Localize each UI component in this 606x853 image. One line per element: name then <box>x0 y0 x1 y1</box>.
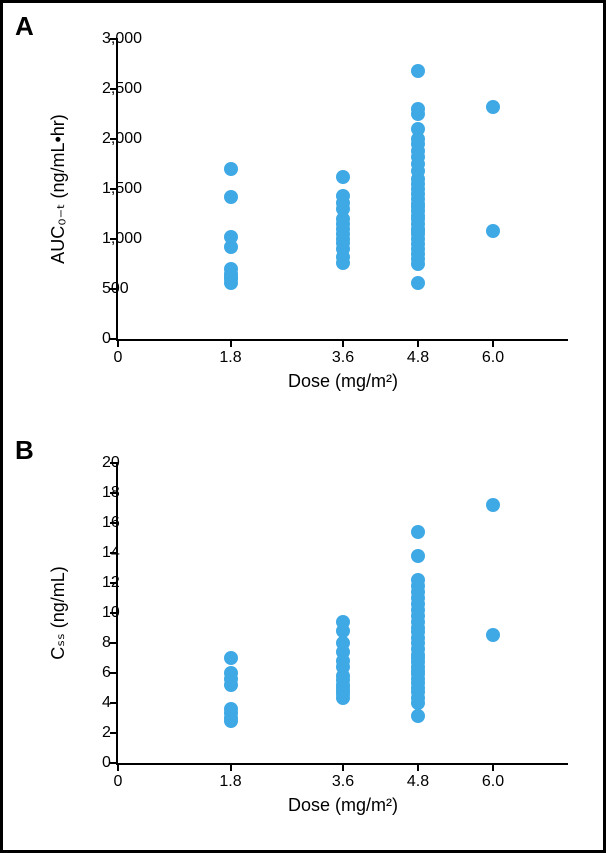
data-point <box>411 64 425 78</box>
x-tick <box>417 339 419 347</box>
x-tick-label: 3.6 <box>332 773 354 791</box>
x-tick <box>342 763 344 771</box>
data-point <box>336 636 350 650</box>
data-point <box>224 666 238 680</box>
y-tick-label: 6 <box>102 664 104 682</box>
y-tick-label: 0 <box>102 754 104 772</box>
x-tick-label: 3.6 <box>332 349 354 367</box>
data-point <box>411 525 425 539</box>
x-tick-label: 6.0 <box>482 773 504 791</box>
y-tick-label: 10 <box>102 604 104 622</box>
y-tick-label: 16 <box>102 514 104 532</box>
panel-b-plot: 01.83.64.86.002468101214161820Dose (mg/m… <box>118 463 568 763</box>
panel-a: A 01.83.64.86.005001,0001,5002,0002,5003… <box>3 3 603 427</box>
data-point <box>411 549 425 563</box>
data-point <box>336 170 350 184</box>
y-tick <box>110 672 118 674</box>
x-tick-label: 0 <box>114 349 123 367</box>
y-tick-label: 2,000 <box>102 130 104 148</box>
x-tick-label: 0 <box>114 773 123 791</box>
data-point <box>486 498 500 512</box>
y-tick-label: 500 <box>102 280 104 298</box>
y-tick-label: 20 <box>102 454 104 472</box>
x-tick-label: 6.0 <box>482 349 504 367</box>
data-point <box>224 162 238 176</box>
y-tick-label: 4 <box>102 694 104 712</box>
panel-b: B 01.83.64.86.002468101214161820Dose (mg… <box>3 427 603 851</box>
data-point <box>224 702 238 716</box>
x-tick-label: 4.8 <box>407 349 429 367</box>
y-tick-label: 12 <box>102 574 104 592</box>
y-tick-label: 2,500 <box>102 80 104 98</box>
data-point <box>224 262 238 276</box>
y-axis-title: Cₛₛ (ng/mL) <box>48 463 69 763</box>
data-point <box>224 190 238 204</box>
data-point <box>486 628 500 642</box>
x-tick <box>117 763 119 771</box>
x-tick <box>117 339 119 347</box>
y-tick-label: 1,000 <box>102 230 104 248</box>
y-tick-label: 18 <box>102 484 104 502</box>
y-tick-label: 0 <box>102 330 104 348</box>
data-point <box>411 276 425 290</box>
data-point <box>224 651 238 665</box>
y-tick <box>110 732 118 734</box>
figure: A 01.83.64.86.005001,0001,5002,0002,5003… <box>0 0 606 853</box>
x-tick <box>230 763 232 771</box>
y-tick-label: 8 <box>102 634 104 652</box>
panel-a-label: A <box>15 11 34 42</box>
y-tick-label: 2 <box>102 724 104 742</box>
y-tick-label: 14 <box>102 544 104 562</box>
x-tick-label: 4.8 <box>407 773 429 791</box>
x-axis-title: Dose (mg/m²) <box>118 795 568 816</box>
x-axis-title: Dose (mg/m²) <box>118 371 568 392</box>
y-tick <box>110 642 118 644</box>
y-tick-label: 3,000 <box>102 30 104 48</box>
y-tick <box>110 762 118 764</box>
data-point <box>411 573 425 587</box>
y-tick <box>110 702 118 704</box>
data-point <box>336 615 350 629</box>
x-tick <box>417 763 419 771</box>
data-point <box>486 224 500 238</box>
y-axis-title: AUC₀₋ₜ (ng/mL•hr) <box>48 39 69 339</box>
data-point <box>411 122 425 136</box>
data-point <box>486 100 500 114</box>
x-tick-label: 1.8 <box>219 349 241 367</box>
panel-b-label: B <box>15 435 34 466</box>
x-tick-label: 1.8 <box>219 773 241 791</box>
data-point <box>411 709 425 723</box>
x-tick <box>342 339 344 347</box>
x-tick <box>492 763 494 771</box>
panel-a-plot: 01.83.64.86.005001,0001,5002,0002,5003,0… <box>118 39 568 339</box>
data-point <box>411 102 425 116</box>
y-tick-label: 1,500 <box>102 180 104 198</box>
x-tick <box>492 339 494 347</box>
y-tick <box>110 338 118 340</box>
data-point <box>224 230 238 244</box>
x-tick <box>230 339 232 347</box>
data-point <box>336 189 350 203</box>
